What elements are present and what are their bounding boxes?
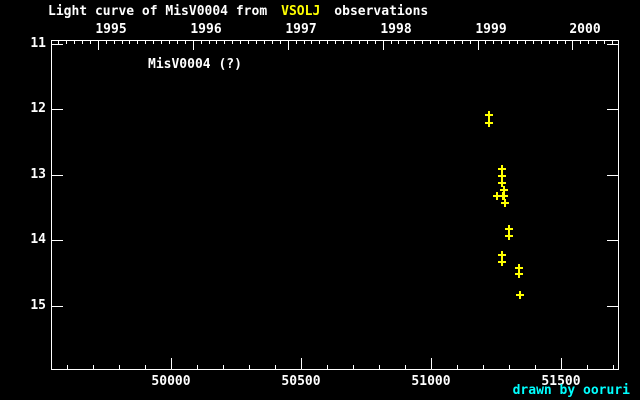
data-point xyxy=(516,291,524,299)
year-axis-tick-label: 1998 xyxy=(380,22,412,37)
year-axis-tick-label: 1997 xyxy=(285,22,317,37)
data-point xyxy=(498,172,506,180)
y-axis-tick-label: 11 xyxy=(30,36,46,51)
y-axis-tick-label: 14 xyxy=(30,232,46,247)
data-point xyxy=(493,192,501,200)
chart-title-prefix: Light curve of MisV0004 from xyxy=(48,4,268,19)
plot-frame xyxy=(51,40,619,370)
data-point xyxy=(498,251,506,259)
x-axis-tick-label: 51500 xyxy=(541,374,581,389)
year-axis-tick-label: 1996 xyxy=(190,22,222,37)
data-point xyxy=(498,165,506,173)
x-axis-tick-label: 50000 xyxy=(151,374,191,389)
x-axis-tick-label: 50500 xyxy=(281,374,321,389)
data-point xyxy=(500,192,508,200)
data-point xyxy=(515,264,523,272)
year-axis-tick-label: 2000 xyxy=(569,22,601,37)
chart-title-suffix: observations xyxy=(334,4,429,19)
credit-text: drawn by ooruri xyxy=(512,383,630,398)
y-axis-tick-label: 12 xyxy=(30,101,46,116)
data-point xyxy=(485,111,493,119)
data-point xyxy=(485,119,493,127)
y-axis-tick-label: 13 xyxy=(30,167,46,182)
x-axis-tick-label: 51000 xyxy=(411,374,451,389)
chart-title-source: VSOLJ xyxy=(281,4,321,19)
data-point xyxy=(505,232,513,240)
object-label: MisV0004 (?) xyxy=(148,57,242,72)
data-point xyxy=(501,199,509,207)
data-point xyxy=(505,225,513,233)
year-axis-tick-label: 1995 xyxy=(95,22,127,37)
chart-title: Light curve of MisV0004 from VSOLJ obser… xyxy=(48,4,428,19)
data-point xyxy=(500,186,508,194)
data-point xyxy=(498,179,506,187)
data-point xyxy=(515,270,523,278)
y-axis-tick-label: 15 xyxy=(30,298,46,313)
year-axis-tick-label: 1999 xyxy=(475,22,507,37)
data-point xyxy=(498,258,506,266)
